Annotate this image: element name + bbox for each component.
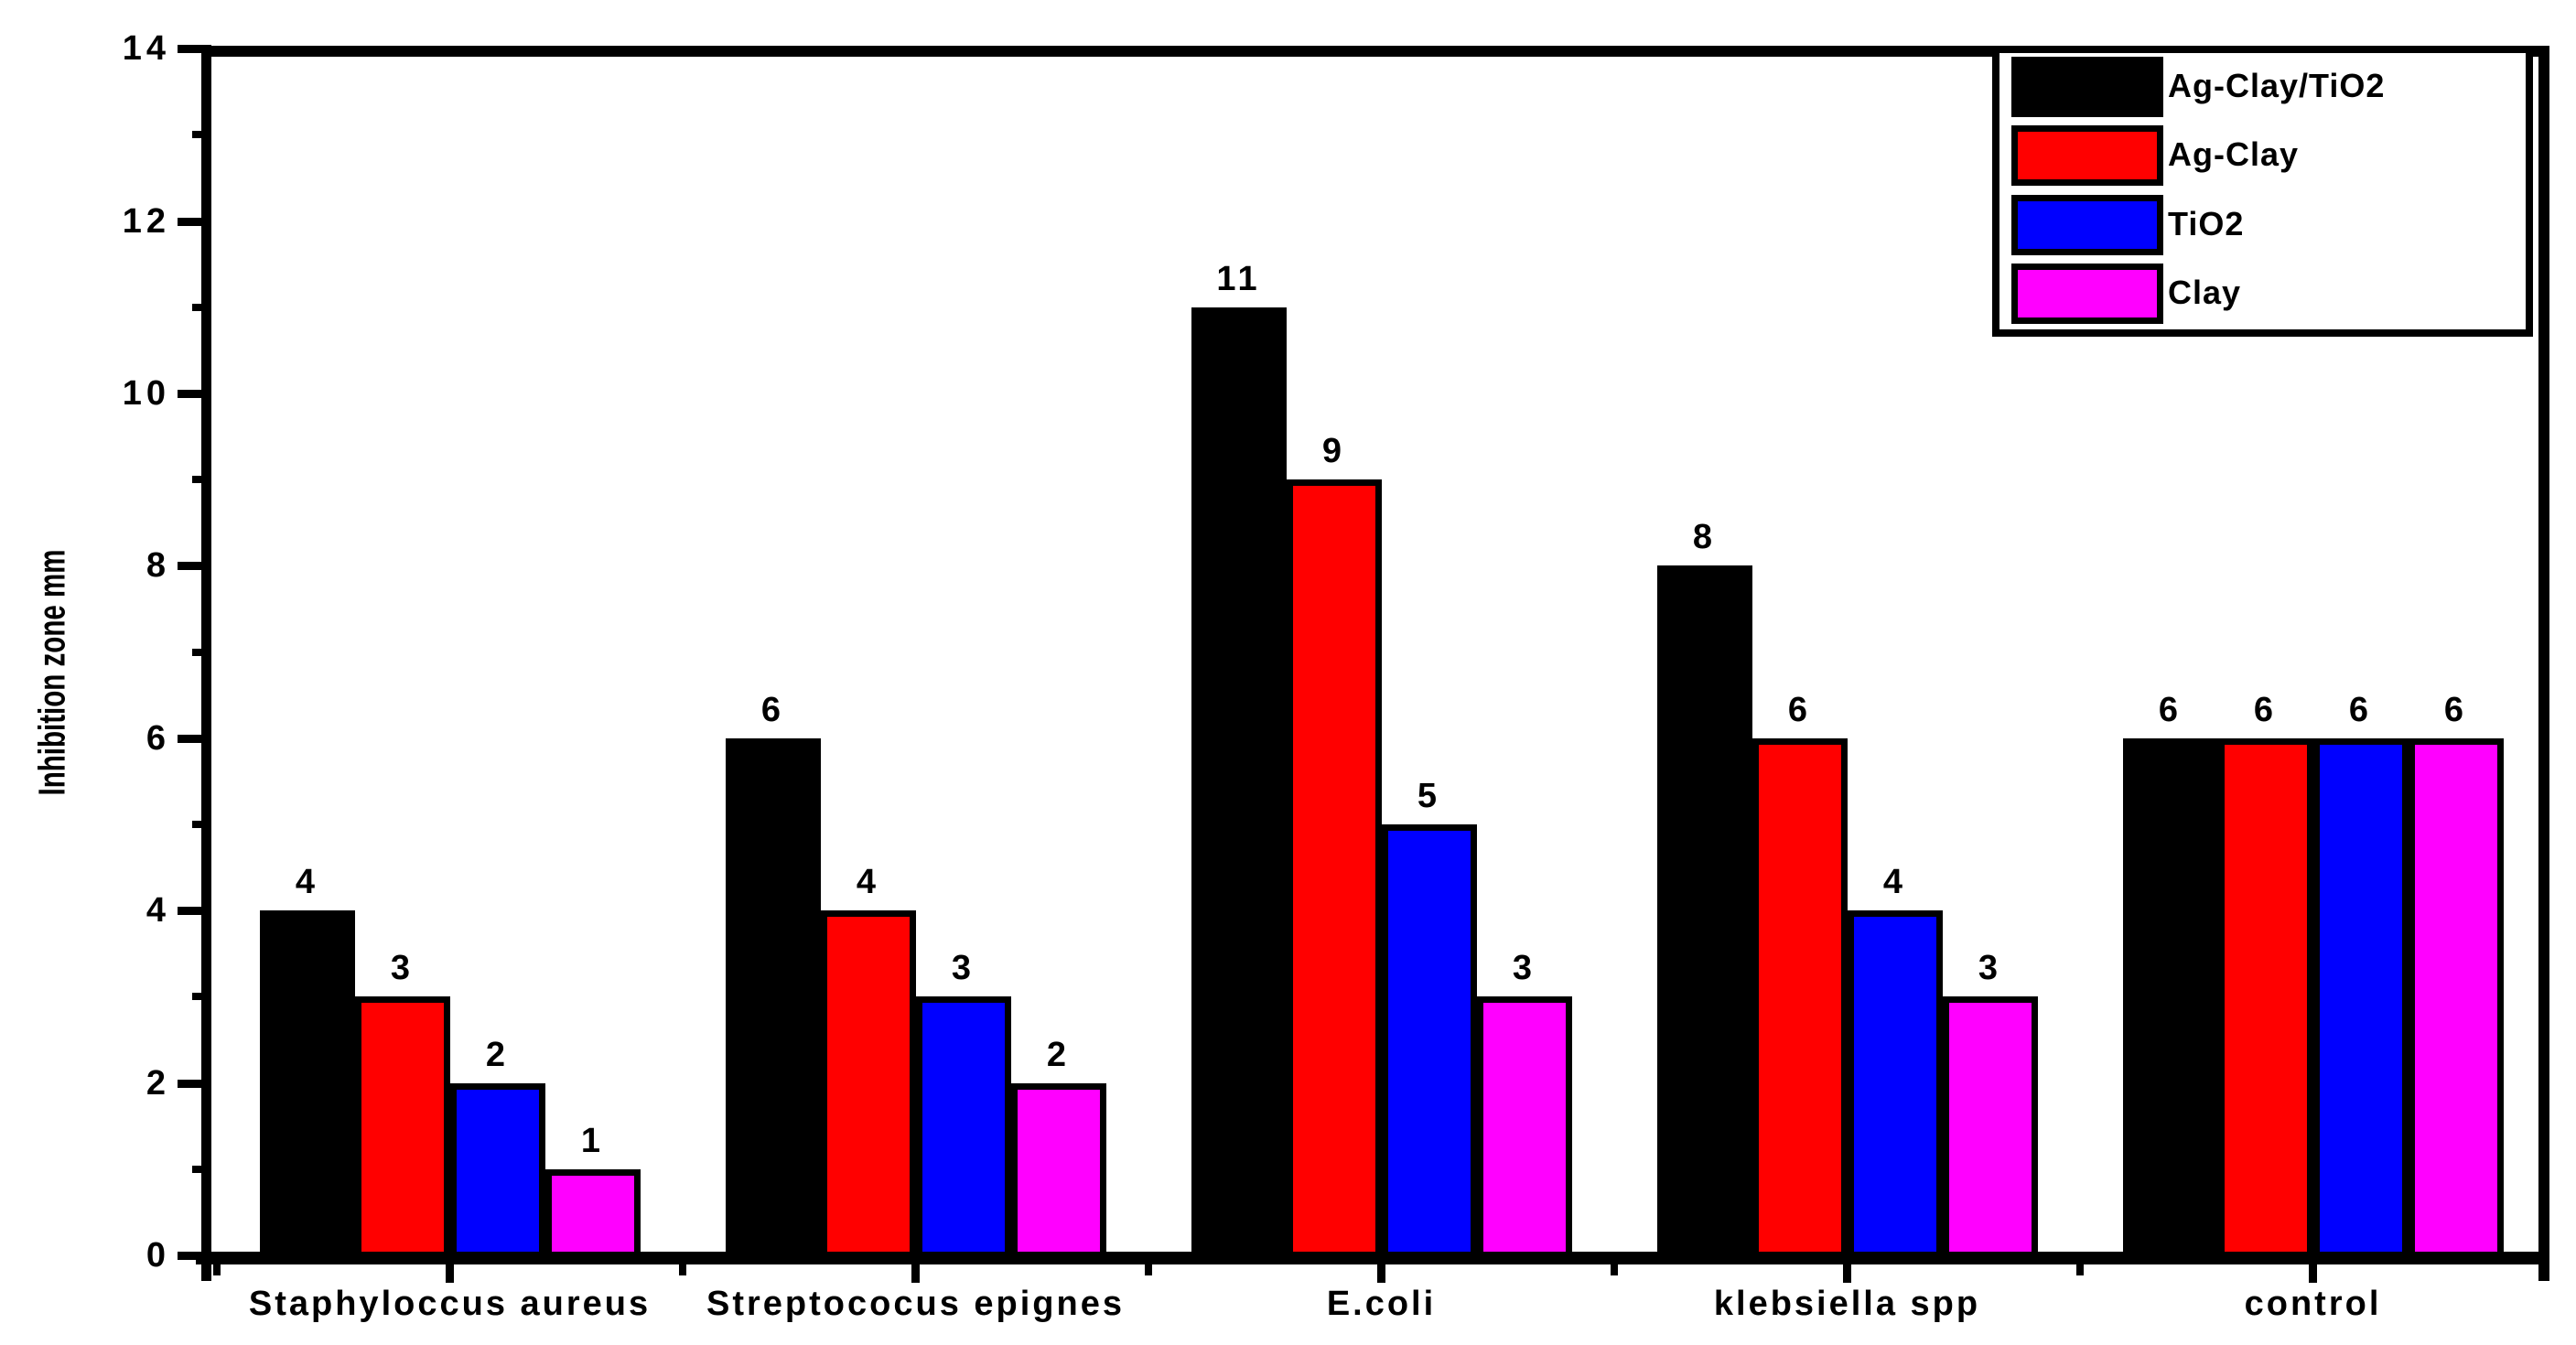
bar-value-label: 4 — [856, 863, 880, 902]
y-major-tick — [178, 1252, 211, 1260]
x-minor-tick — [679, 1263, 686, 1275]
y-tick-label: 6 — [146, 718, 170, 758]
bar-value-label: 6 — [2443, 690, 2468, 729]
bar — [544, 1168, 641, 1261]
y-minor-tick — [192, 648, 211, 656]
bar — [1191, 307, 1287, 1261]
bar-value-label: 6 — [2253, 690, 2278, 729]
bar — [1286, 479, 1382, 1261]
legend-item: Ag-Clay/TiO2 — [1999, 57, 2526, 121]
y-tick-label: 10 — [122, 374, 170, 413]
y-tick-label: 2 — [146, 1063, 170, 1103]
y-tick-label: 12 — [122, 201, 170, 241]
legend-label: Clay — [2168, 274, 2242, 311]
legend-label: Ag-Clay — [2168, 135, 2300, 173]
y-minor-tick — [192, 131, 211, 139]
bar-value-label: 1 — [580, 1121, 605, 1160]
x-major-tick — [446, 1263, 454, 1283]
bar — [1847, 910, 1943, 1261]
x-minor-tick — [2076, 1263, 2084, 1275]
legend: Ag-Clay/TiO2 Ag-Clay TiO2 Clay — [1992, 46, 2533, 337]
y-axis-line — [201, 46, 211, 1281]
bar — [1476, 996, 1572, 1261]
y-minor-tick — [192, 1165, 211, 1173]
plot-top-border — [201, 46, 2549, 57]
y-tick-label: 4 — [146, 891, 170, 931]
bar-value-label: 6 — [1787, 690, 1812, 729]
bar-value-label: 2 — [485, 1035, 510, 1074]
bar-value-label: 6 — [2158, 690, 2183, 729]
legend-swatch — [2011, 57, 2163, 117]
bar — [1656, 565, 1752, 1261]
y-major-tick — [178, 907, 211, 916]
bar-value-label: 9 — [1321, 432, 1346, 471]
x-category-label: control — [2244, 1285, 2382, 1323]
y-tick-label: 0 — [146, 1236, 170, 1275]
legend-item: Ag-Clay — [1999, 125, 2526, 189]
bar — [2408, 737, 2504, 1261]
bar-value-label: 3 — [1512, 949, 1536, 988]
y-major-tick — [178, 390, 211, 398]
y-major-tick — [178, 734, 211, 743]
y-major-tick — [178, 562, 211, 571]
y-tick-label: 8 — [146, 546, 170, 586]
legend-label: Ag-Clay/TiO2 — [2168, 67, 2386, 104]
bar — [1942, 996, 2038, 1261]
bar-value-label: 6 — [2348, 690, 2373, 729]
x-major-tick — [911, 1263, 920, 1283]
bar-value-label: 3 — [951, 949, 975, 988]
bar-value-label: 3 — [1978, 949, 2002, 988]
x-minor-tick — [2542, 1263, 2549, 1275]
x-category-label: Streptococus epignes — [706, 1285, 1125, 1323]
x-major-tick — [2309, 1263, 2317, 1283]
legend-swatch — [2011, 125, 2163, 186]
x-axis-line — [196, 1252, 2549, 1264]
bar-value-label: 8 — [1692, 518, 1717, 557]
legend-item: Clay — [1999, 264, 2526, 328]
legend-label: TiO2 — [2168, 205, 2245, 242]
legend-item: TiO2 — [1999, 195, 2526, 259]
legend-swatch — [2011, 195, 2163, 255]
bar — [2312, 737, 2409, 1261]
x-category-label: Staphyloccus aureus — [248, 1285, 652, 1323]
x-minor-tick — [213, 1263, 221, 1275]
y-minor-tick — [192, 821, 211, 828]
x-major-tick — [1843, 1263, 1851, 1283]
plot-right-border — [2538, 46, 2549, 1281]
bar — [1751, 737, 1848, 1261]
bar-value-label: 3 — [390, 949, 415, 988]
bar — [449, 1082, 545, 1261]
y-minor-tick — [192, 993, 211, 1001]
y-major-tick — [178, 217, 211, 226]
bar — [1381, 824, 1477, 1261]
bar — [259, 910, 355, 1261]
bar — [2217, 737, 2313, 1261]
bar-value-label: 6 — [760, 690, 785, 729]
bar-value-label: 2 — [1046, 1035, 1071, 1074]
bar — [820, 910, 916, 1261]
x-major-tick — [1377, 1263, 1385, 1283]
bar-value-label: 5 — [1417, 777, 1441, 815]
y-minor-tick — [192, 303, 211, 311]
y-tick-label: 14 — [122, 29, 170, 69]
x-category-label: klebsiella spp — [1713, 1285, 1981, 1323]
bar-value-label: 4 — [295, 863, 319, 902]
legend-swatch — [2011, 264, 2163, 324]
bar — [2122, 737, 2218, 1261]
bar — [1010, 1082, 1106, 1261]
x-category-label: E.coli — [1326, 1285, 1437, 1323]
y-minor-tick — [192, 476, 211, 484]
bar-value-label: 11 — [1216, 259, 1261, 298]
x-minor-tick — [1611, 1263, 1618, 1275]
x-minor-tick — [1145, 1263, 1152, 1275]
bar — [725, 737, 821, 1261]
y-major-tick — [178, 1079, 211, 1088]
bar — [915, 996, 1011, 1261]
bar-value-label: 4 — [1882, 863, 1907, 902]
y-major-tick — [178, 45, 211, 54]
